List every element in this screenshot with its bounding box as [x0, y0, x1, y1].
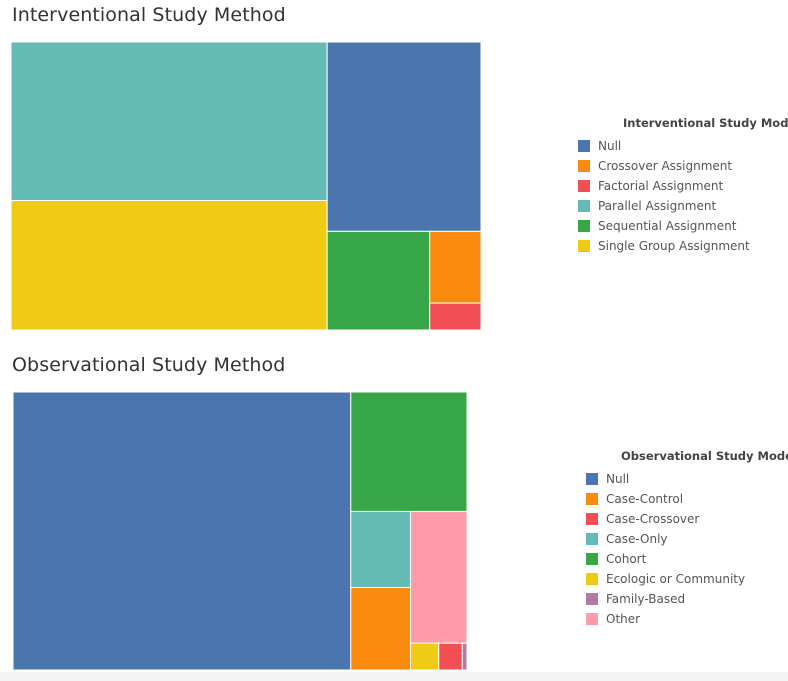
interventional-tile-parallel-assignment[interactable]	[11, 42, 328, 202]
legend-swatch	[578, 220, 590, 232]
interventional-legend: Interventional Study Model Null Crossover…	[578, 116, 788, 256]
observational-legend-items: Null Case-Control Case-Crossover Case-Only C…	[586, 469, 788, 629]
observational-tile-null[interactable]	[13, 392, 352, 670]
observational-tile-case-only[interactable]	[350, 510, 411, 589]
legend-label: Cohort	[606, 552, 647, 566]
legend-label: Case-Control	[606, 492, 684, 506]
interventional-tile-null[interactable]	[326, 42, 481, 232]
interventional-legend-items: Null Crossover Assignment Factorial Assign…	[578, 136, 788, 256]
interventional-tile-single-group-assignment[interactable]	[11, 200, 328, 330]
observational-tile-case-control[interactable]	[350, 587, 411, 670]
legend-swatch	[586, 533, 598, 545]
observational-tile-other[interactable]	[409, 510, 467, 644]
legend-swatch	[586, 513, 598, 525]
interventional-tile-factorial-assignment[interactable]	[429, 302, 481, 330]
legend-label: Case-Crossover	[606, 512, 700, 526]
legend-label: Sequential Assignment	[598, 219, 737, 233]
observational-treemap[interactable]	[13, 392, 467, 670]
legend-swatch	[586, 493, 598, 505]
bottom-strip	[0, 672, 788, 681]
observational-tile-family-based[interactable]	[461, 642, 467, 670]
observational-tile-cohort[interactable]	[350, 392, 467, 512]
legend-swatch	[586, 473, 598, 485]
observational-tile-case-crossover[interactable]	[438, 642, 463, 670]
legend-label: Case-Only	[606, 532, 668, 546]
observational-legend: Observational Study Model Null Case-Contr…	[586, 449, 788, 629]
legend-swatch	[586, 553, 598, 565]
legend-label: Crossover Assignment	[598, 159, 733, 173]
interventional-legend-title: Interventional Study Model	[623, 116, 788, 130]
interventional-legend-item-null[interactable]: Null	[578, 136, 788, 156]
legend-swatch	[578, 180, 590, 192]
observational-legend-item-case-control[interactable]: Case-Control	[586, 489, 788, 509]
legend-label: Null	[606, 472, 630, 486]
legend-label: Null	[598, 139, 622, 153]
legend-swatch	[578, 200, 590, 212]
observational-tile-ecologic-or-community[interactable]	[409, 642, 440, 670]
observational-legend-item-case-crossover[interactable]: Case-Crossover	[586, 509, 788, 529]
interventional-legend-item-factorial-assignment[interactable]: Factorial Assignment	[578, 176, 788, 196]
legend-label: Single Group Assignment	[598, 239, 750, 253]
legend-swatch	[586, 613, 598, 625]
interventional-legend-item-parallel-assignment[interactable]: Parallel Assignment	[578, 196, 788, 216]
legend-swatch	[586, 573, 598, 585]
legend-swatch	[578, 240, 590, 252]
interventional-legend-item-sequential-assignment[interactable]: Sequential Assignment	[578, 216, 788, 236]
legend-swatch	[578, 140, 590, 152]
observational-legend-item-ecologic-or-community[interactable]: Ecologic or Community	[586, 569, 788, 589]
interventional-treemap[interactable]	[11, 42, 481, 330]
legend-label: Parallel Assignment	[598, 199, 717, 213]
observational-legend-item-cohort[interactable]: Cohort	[586, 549, 788, 569]
observational-legend-item-case-only[interactable]: Case-Only	[586, 529, 788, 549]
observational-legend-title: Observational Study Model	[621, 449, 788, 463]
observational-legend-item-null[interactable]: Null	[586, 469, 788, 489]
observational-chart-title: Observational Study Method	[12, 354, 286, 376]
legend-swatch	[578, 160, 590, 172]
interventional-tile-crossover-assignment[interactable]	[429, 230, 481, 304]
interventional-chart-title: Interventional Study Method	[12, 4, 286, 26]
interventional-legend-item-crossover-assignment[interactable]: Crossover Assignment	[578, 156, 788, 176]
interventional-tile-sequential-assignment[interactable]	[326, 230, 431, 330]
legend-label: Ecologic or Community	[606, 572, 746, 586]
legend-label: Factorial Assignment	[598, 179, 724, 193]
legend-swatch	[586, 593, 598, 605]
observational-legend-item-other[interactable]: Other	[586, 609, 788, 629]
interventional-legend-item-single-group-assignment[interactable]: Single Group Assignment	[578, 236, 788, 256]
legend-label: Family-Based	[606, 592, 686, 606]
observational-legend-item-family-based[interactable]: Family-Based	[586, 589, 788, 609]
legend-label: Other	[606, 612, 641, 626]
